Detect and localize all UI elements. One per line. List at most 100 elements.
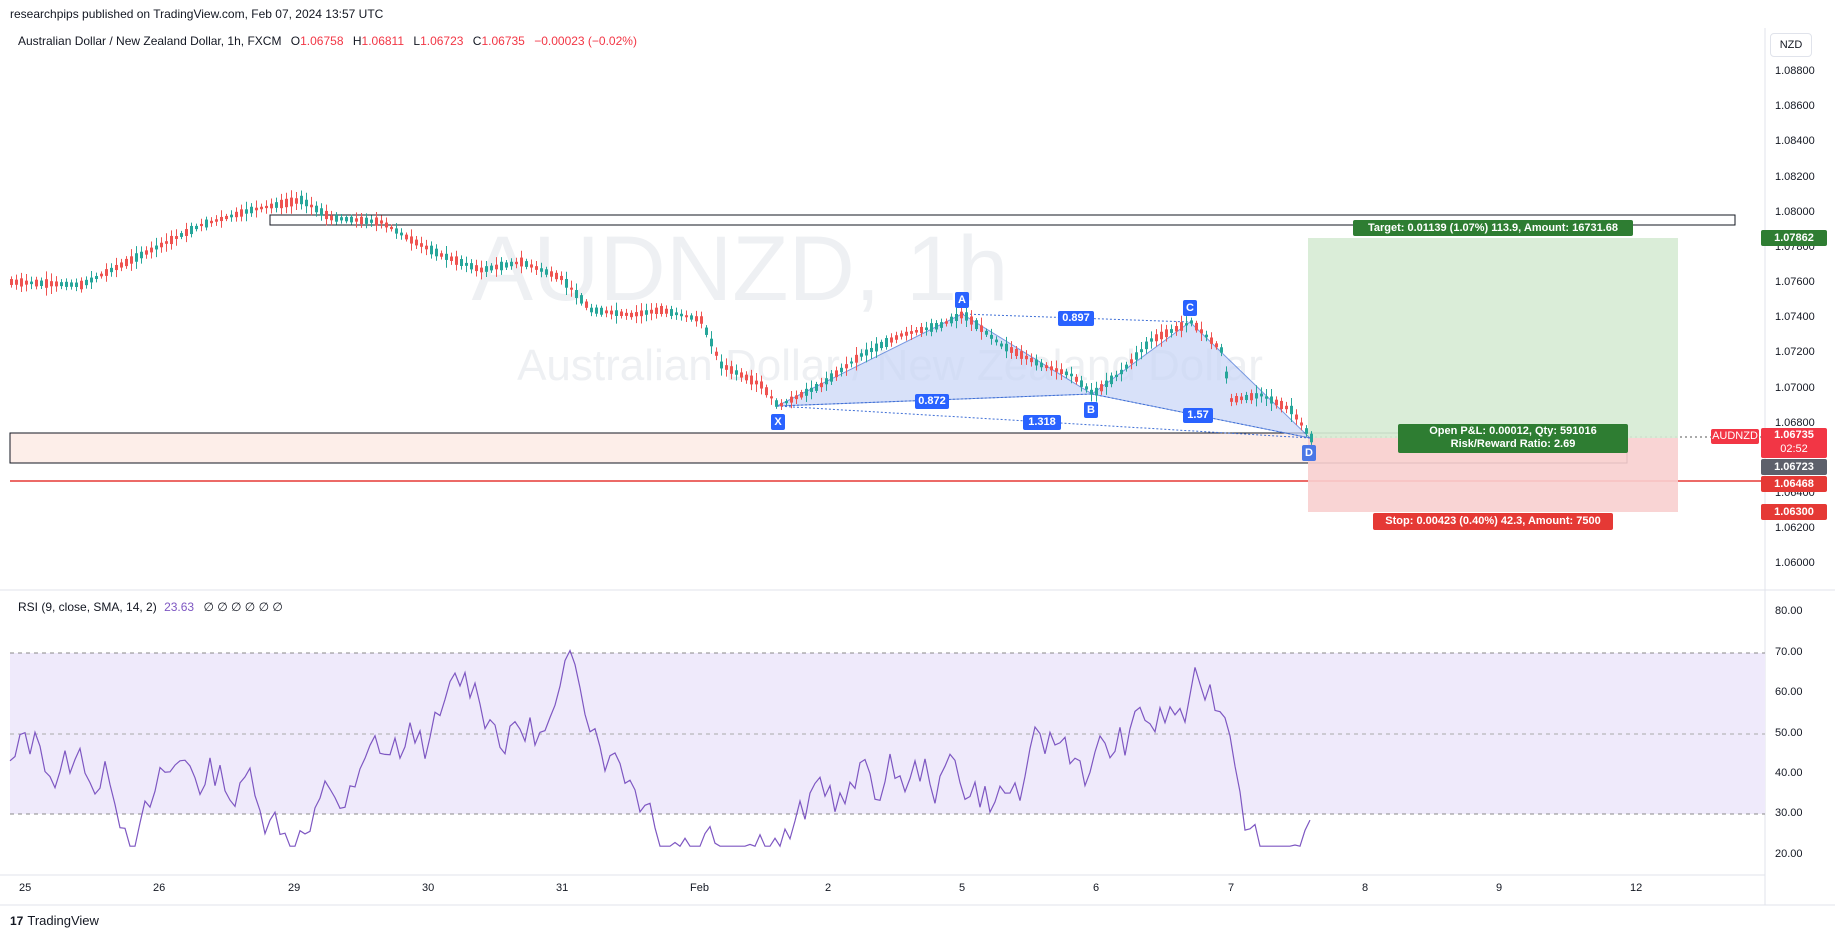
bar-countdown: 02:52 — [1780, 443, 1808, 455]
candle-body — [1060, 369, 1063, 375]
candle-body — [480, 267, 483, 273]
candle-body — [455, 256, 458, 265]
candle-body — [725, 365, 728, 370]
candle-body — [980, 325, 983, 332]
ratio-bd: 1.57 — [1183, 408, 1213, 423]
candle-body — [245, 209, 248, 214]
candle-body — [75, 282, 78, 288]
candle-body — [685, 315, 688, 318]
candle-body — [1150, 338, 1153, 342]
candle-body — [580, 295, 583, 304]
candle-body — [470, 263, 473, 270]
candle-body — [1180, 322, 1183, 331]
candle-body — [855, 354, 858, 363]
candle-body — [1045, 365, 1048, 369]
time-tick: 6 — [1093, 882, 1100, 894]
candle-body — [690, 315, 693, 320]
candle-body — [575, 290, 578, 298]
candle-body — [155, 245, 158, 250]
candle-body — [1230, 398, 1233, 402]
price-tick: 1.07200 — [1775, 346, 1815, 358]
candle-body — [440, 253, 443, 257]
candle-body — [765, 387, 768, 396]
candle-body — [380, 220, 383, 224]
candle-body — [1040, 362, 1043, 368]
candle-body — [950, 316, 953, 324]
candle-body — [375, 217, 378, 226]
candle-body — [1310, 433, 1313, 443]
candle-body — [1240, 396, 1243, 401]
candle-body — [840, 367, 843, 373]
candle-body — [1215, 343, 1218, 348]
candle-body — [220, 216, 223, 222]
candle-body — [25, 280, 28, 285]
pattern-point-a: A — [955, 292, 969, 308]
candle-body — [680, 313, 683, 317]
price-tick: 1.08800 — [1775, 65, 1815, 77]
candle-body — [695, 316, 698, 322]
candle-body — [675, 312, 678, 316]
candle-body — [430, 245, 433, 255]
candle-body — [310, 204, 313, 208]
time-tick: 30 — [422, 882, 435, 894]
position-profit-zone[interactable] — [1308, 238, 1678, 438]
candle-body — [1005, 343, 1008, 352]
high-label: H — [352, 34, 362, 48]
candle-body — [510, 261, 513, 267]
candle-body — [920, 326, 923, 334]
candle-body — [145, 250, 148, 255]
candle-body — [365, 217, 368, 224]
candle-body — [1050, 366, 1053, 371]
candle-body — [1270, 396, 1273, 404]
candle-body — [705, 327, 708, 335]
price-tick: 1.08400 — [1775, 135, 1815, 147]
symbol-legend[interactable]: Australian Dollar / New Zealand Dollar, … — [18, 34, 637, 48]
support-price-label: 1.06468 — [1761, 476, 1827, 492]
candlestick-series — [10, 190, 1313, 445]
candle-body — [1205, 334, 1208, 338]
candle-body — [830, 373, 833, 382]
candle-body — [605, 310, 608, 314]
low-value: 1.06723 — [420, 34, 464, 48]
candle-body — [635, 312, 638, 317]
candle-body — [570, 287, 573, 290]
candle-body — [960, 311, 963, 319]
publisher-bar: researchpips published on TradingView.co… — [0, 0, 1835, 28]
symbol-name: Australian Dollar / New Zealand Dollar, … — [18, 34, 282, 48]
high-value: 1.06811 — [361, 34, 405, 48]
candle-body — [210, 220, 213, 224]
candle-body — [985, 330, 988, 335]
candle-body — [1000, 343, 1003, 347]
ratio-xb: 0.897 — [1058, 311, 1094, 326]
currency-button[interactable]: NZD — [1770, 33, 1812, 57]
pattern-xd-line — [776, 405, 1311, 439]
candle-body — [525, 261, 528, 267]
candle-body — [140, 251, 143, 259]
watermark-symbol: AUDNZD, 1h — [472, 218, 1009, 320]
pattern-bd-line — [1091, 393, 1311, 439]
candle-body — [990, 334, 993, 339]
candle-body — [425, 245, 428, 250]
candle-body — [280, 199, 283, 209]
candle-body — [790, 396, 793, 403]
candle-body — [65, 281, 68, 287]
footer-brand[interactable]: 17 TradingView — [10, 913, 99, 928]
rsi-tick: 60.00 — [1775, 686, 1803, 698]
rsi-band — [10, 653, 1765, 814]
candle-body — [345, 217, 348, 222]
candle-body — [645, 310, 648, 315]
resistance-zone[interactable] — [269, 214, 1736, 226]
candle-body — [700, 316, 703, 324]
candle-body — [150, 247, 153, 253]
candle-body — [285, 198, 288, 208]
candle-body — [1095, 387, 1098, 396]
candle-body — [820, 382, 823, 388]
candle-body — [895, 335, 898, 340]
tradingview-logo-icon: 17 — [10, 913, 24, 928]
price-tick: 1.06800 — [1775, 417, 1815, 429]
candle-body — [105, 269, 108, 276]
rsi-value: 23.63 — [164, 600, 195, 614]
candle-body — [295, 198, 298, 204]
rsi-legend[interactable]: RSI (9, close, SMA, 14, 2) 23.63 ∅ ∅ ∅ ∅… — [18, 600, 283, 614]
